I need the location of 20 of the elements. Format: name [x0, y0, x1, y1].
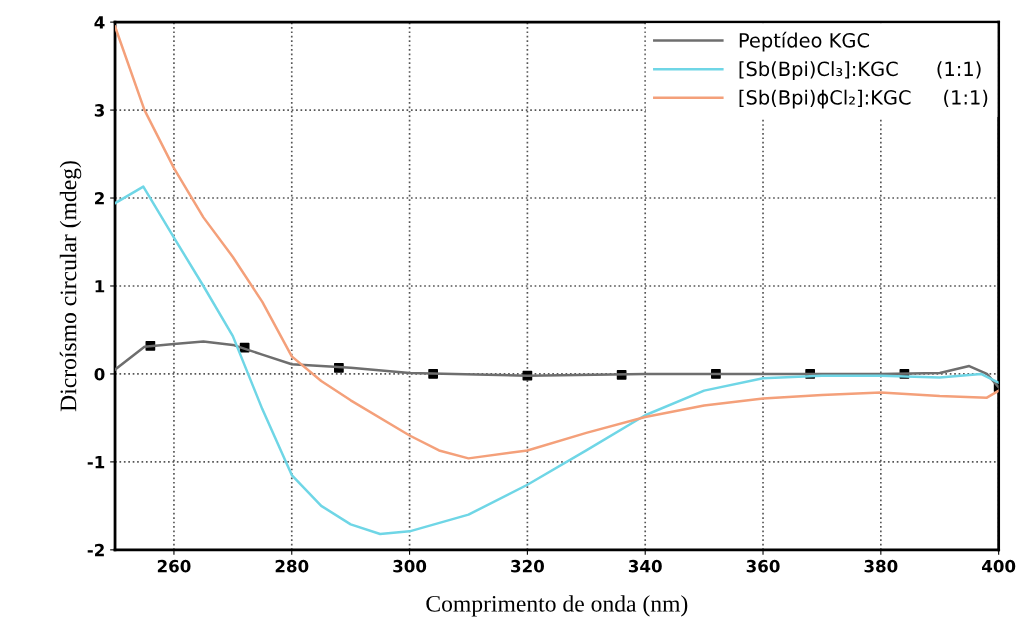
y-axis-title: Dicroísmo circular (mdeg): [59, 161, 82, 412]
y-tick-label: 2: [95, 191, 104, 205]
legend-label: Peptídeo KGC: [739, 31, 869, 52]
y-tick-label: -1: [87, 456, 105, 469]
x-tick-label: 300: [393, 559, 427, 573]
y-tick-label: 3: [94, 104, 104, 117]
y-tick-label: 1: [95, 280, 105, 293]
x-tick-label: 340: [628, 559, 662, 573]
x-tick-label: 320: [511, 559, 544, 573]
x-tick-label: 360: [746, 559, 780, 573]
y-tick-label: 0: [94, 367, 105, 381]
legend-label: [Sb(Bpi)Cl₃]:KGC (1:1): [739, 61, 981, 80]
y-tick-label: -2: [87, 543, 104, 557]
x-tick-label: 260: [157, 559, 191, 573]
x-axis-title: Comprimento de onda (nm): [426, 595, 688, 617]
x-tick-label: 280: [275, 559, 309, 573]
x-tick-label: 400: [982, 559, 1016, 573]
legend-label: [Sb(Bpi)ϕCl₂]:KGC (1:1): [739, 89, 988, 109]
x-tick-label: 380: [864, 559, 898, 573]
y-tick-label: 4: [94, 16, 105, 29]
